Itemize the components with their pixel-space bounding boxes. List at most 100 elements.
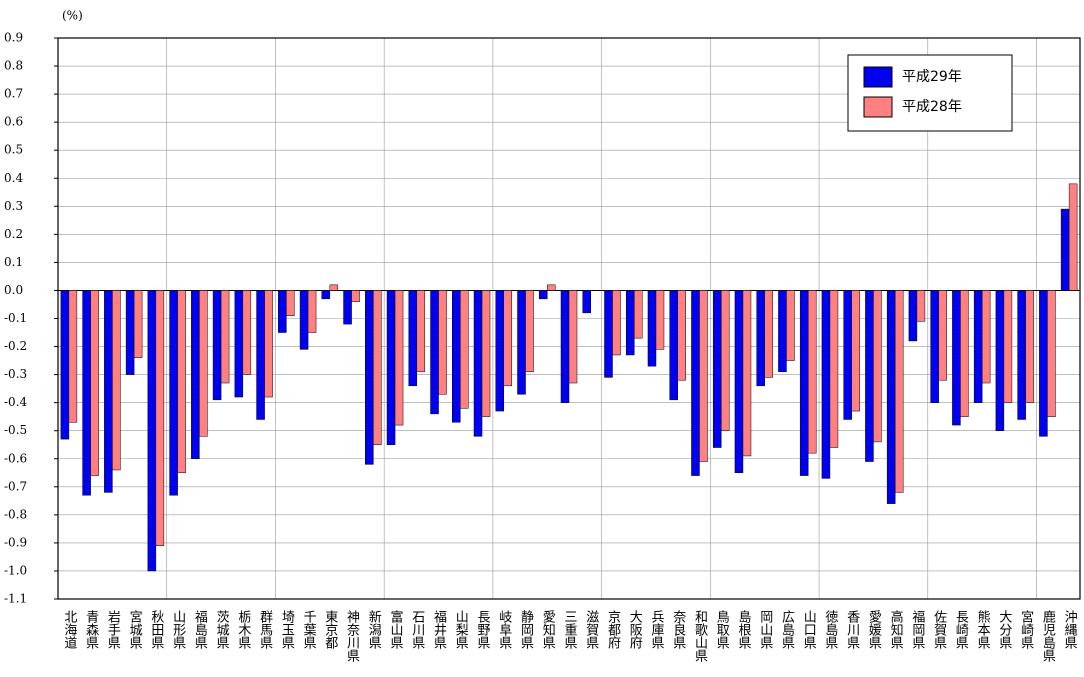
bar — [256, 290, 265, 420]
y-tick-label: 0.9 — [4, 31, 23, 45]
bar — [125, 290, 135, 375]
bar — [764, 290, 773, 378]
x-tick-label: 広島県 — [779, 610, 795, 649]
bar — [973, 290, 983, 403]
x-tick-label: 香川県 — [844, 610, 860, 649]
bar — [517, 290, 526, 395]
y-tick-label: 0.4 — [4, 171, 23, 185]
bar — [365, 290, 374, 465]
bar — [843, 290, 852, 420]
bar — [394, 290, 404, 426]
bar — [647, 290, 657, 367]
x-tick-label: 千葉県 — [301, 610, 317, 649]
x-tick-label: 徳島県 — [822, 610, 838, 649]
x-tick-label: 長崎県 — [953, 610, 969, 649]
bar — [821, 290, 831, 479]
bar — [633, 290, 643, 339]
bar — [712, 290, 722, 448]
x-tick-label: 富山県 — [388, 609, 404, 649]
x-tick-label: 奈良県 — [670, 610, 686, 649]
bar — [299, 290, 309, 350]
plot-frame — [57, 37, 1081, 600]
bar — [169, 290, 178, 496]
bar — [756, 290, 765, 387]
bar — [452, 290, 461, 423]
bar — [568, 290, 578, 384]
y-tick-label: -0.9 — [4, 535, 27, 549]
x-tick-label: 愛媛県 — [866, 610, 882, 649]
legend-label: 平成29年 — [902, 69, 962, 85]
bar — [786, 290, 795, 361]
bar — [104, 290, 113, 493]
bar — [1025, 290, 1034, 403]
x-tick-label: 京都府 — [605, 610, 621, 650]
y-tick-label: 0.8 — [4, 59, 23, 73]
x-tick-label: 大分県 — [996, 610, 1012, 649]
x-tick-label: 愛知県 — [540, 610, 556, 649]
bar — [952, 290, 961, 426]
legend-swatch — [863, 96, 893, 118]
bar — [894, 290, 904, 493]
bar — [503, 290, 513, 387]
bar — [625, 290, 635, 356]
x-tick-label: 岡山県 — [757, 610, 773, 649]
bar — [82, 290, 91, 496]
x-tick-label: 青森県 — [83, 610, 99, 649]
x-tick-label: 北海道 — [61, 610, 77, 649]
bar — [908, 290, 918, 342]
bar — [386, 290, 396, 445]
bar — [655, 290, 665, 350]
x-tick-label: 兵庫県 — [648, 610, 664, 649]
bar — [191, 290, 200, 460]
bar — [278, 290, 287, 333]
legend-label: 平成28年 — [902, 99, 962, 115]
bar — [604, 290, 613, 378]
bar — [691, 290, 700, 476]
x-tick-label: 福岡県 — [909, 610, 925, 649]
x-tick-label: 沖縄県 — [1062, 610, 1078, 649]
bar — [481, 290, 491, 417]
bar — [321, 290, 331, 300]
bar — [212, 290, 222, 401]
y-tick-label: -0.4 — [4, 395, 28, 409]
x-tick-label: 山形県 — [170, 610, 186, 649]
bar — [68, 290, 78, 423]
y-tick-label: -1.0 — [4, 563, 27, 577]
bar — [886, 290, 896, 504]
x-tick-label: 宮城県 — [127, 609, 143, 649]
y-tick-label: -0.6 — [4, 451, 27, 465]
x-tick-label: 静岡県 — [518, 610, 534, 649]
x-tick-label: 新潟県 — [366, 609, 382, 649]
y-tick-label: -0.8 — [4, 507, 27, 521]
x-tick-label: 大阪府 — [627, 610, 643, 650]
bar — [525, 290, 534, 373]
x-tick-label: 三重県 — [562, 610, 578, 649]
bar — [220, 290, 230, 384]
bar — [829, 290, 839, 448]
bar — [242, 290, 252, 375]
bar — [416, 290, 426, 373]
x-tick-label: 山梨県 — [453, 610, 469, 649]
x-tick-label: 和歌山県 — [692, 610, 708, 662]
bar — [495, 290, 505, 412]
bar — [851, 290, 860, 412]
bar — [60, 290, 70, 440]
bar — [560, 290, 570, 403]
bar — [351, 290, 360, 302]
bar — [916, 290, 926, 322]
y-tick-label: 0.7 — [4, 87, 23, 101]
x-tick-label: 高知県 — [888, 609, 904, 649]
x-tick-label: 滋賀県 — [583, 610, 599, 649]
x-tick-label: 佐賀県 — [931, 610, 947, 649]
bar — [199, 290, 208, 437]
y-tick-label: 0.2 — [4, 227, 23, 241]
x-tick-label: 熊本県 — [975, 609, 991, 649]
bar — [1068, 183, 1078, 291]
bar — [133, 290, 143, 359]
bar — [612, 290, 621, 356]
y-tick-label: 0.0 — [4, 283, 23, 297]
bar — [677, 290, 686, 381]
bar — [873, 290, 882, 443]
y-tick-label: -1.1 — [4, 592, 27, 606]
x-tick-label: 長野県 — [475, 610, 491, 649]
